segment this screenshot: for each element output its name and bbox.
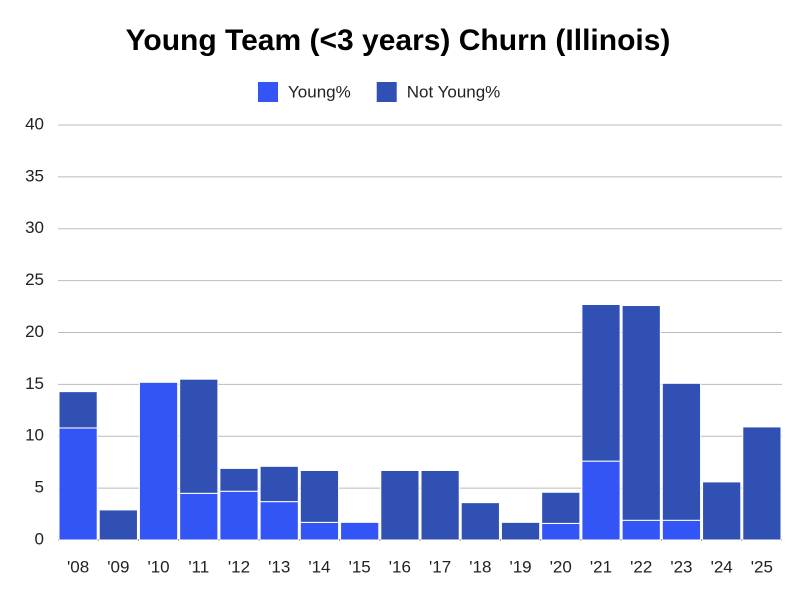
bar-segment: [179, 378, 219, 494]
y-tick-label: 0: [35, 529, 44, 548]
y-tick-label: 20: [25, 322, 44, 341]
x-tick-label: '11: [188, 557, 209, 576]
bar-segment: [138, 381, 179, 541]
x-tick-label: '21: [590, 557, 612, 576]
bar-segment: [581, 460, 621, 541]
y-tick-label: 30: [25, 218, 44, 237]
y-tick-label: 35: [25, 166, 44, 185]
bar-segment: [58, 427, 98, 541]
y-tick-label: 15: [25, 374, 44, 393]
bar-segment: [259, 465, 299, 503]
bar-segment: [219, 490, 259, 541]
bar-segment: [179, 492, 219, 541]
x-tick-label: '10: [147, 557, 169, 576]
bar-segment: [742, 426, 782, 541]
bar-segment: [340, 521, 380, 541]
legend-label: Young%: [288, 82, 351, 101]
x-tick-label: '20: [550, 557, 572, 576]
bar-segment: [58, 391, 98, 429]
x-tick-label: '16: [389, 557, 411, 576]
bar-segment: [219, 467, 259, 492]
y-tick-label: 40: [25, 114, 44, 133]
x-tick-label: '12: [228, 557, 250, 576]
y-tick-label: 10: [25, 426, 44, 445]
x-tick-label: '22: [630, 557, 652, 576]
bar-segment: [299, 469, 340, 523]
y-tick-label: 25: [25, 270, 44, 289]
x-tick-label: '24: [711, 557, 733, 576]
x-tick-label: '13: [268, 557, 290, 576]
legend-label: Not Young%: [407, 82, 501, 101]
bar-segment: [621, 305, 661, 521]
x-tick-label: '18: [469, 557, 491, 576]
x-tick-label: '19: [509, 557, 531, 576]
x-tick-label: '17: [429, 557, 451, 576]
x-tick-label: '08: [67, 557, 89, 576]
legend-swatch: [258, 82, 278, 102]
x-tick-label: '25: [751, 557, 773, 576]
bar-segment: [500, 521, 541, 541]
bar-segment: [661, 382, 702, 521]
bar-segment: [98, 509, 138, 541]
x-tick-label: '15: [349, 557, 371, 576]
bar-segment: [420, 469, 460, 541]
y-tick-label: 5: [35, 478, 44, 497]
x-tick-label: '14: [308, 557, 330, 576]
bar-segment: [541, 522, 581, 541]
x-tick-label: '09: [107, 557, 129, 576]
bar-segment: [460, 502, 500, 541]
x-tick-label: '23: [670, 557, 692, 576]
legend-swatch: [376, 82, 397, 102]
bar-segment: [661, 519, 702, 541]
bar-segment: [541, 491, 581, 524]
bar-segment: [581, 303, 621, 462]
chart-title: Young Team (<3 years) Churn (Illinois): [126, 24, 671, 57]
bar-segment: [299, 521, 340, 541]
bar-segment: [621, 519, 661, 541]
bar-segment: [259, 501, 299, 541]
bar-segment: [380, 469, 420, 541]
bar-segment: [702, 481, 742, 541]
